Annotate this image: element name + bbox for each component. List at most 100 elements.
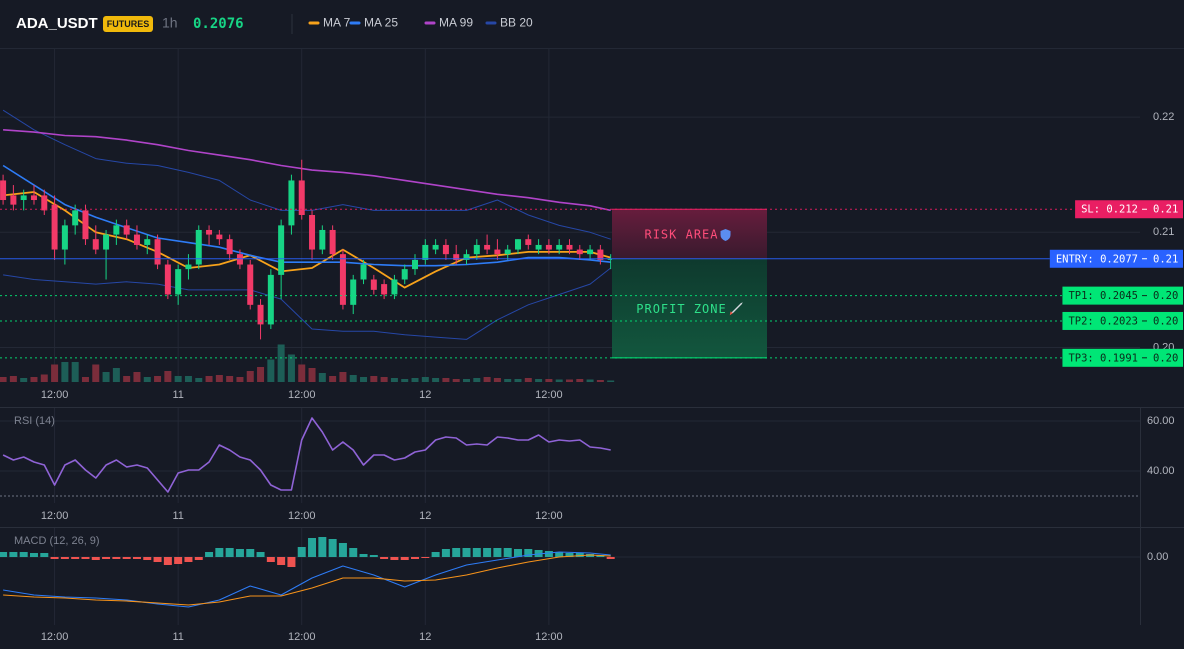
volume-bar xyxy=(432,378,440,382)
histogram-bar xyxy=(328,539,337,557)
x-tick-label: 12:00 xyxy=(41,389,69,401)
x-tick-label: 12:00 xyxy=(535,389,563,401)
volume-bar xyxy=(71,362,79,382)
level-badge xyxy=(1075,200,1183,219)
x-tick-label: 12:00 xyxy=(288,631,316,643)
histogram-bar xyxy=(71,557,80,559)
candle-body xyxy=(113,225,120,235)
x-tick-label: 12:00 xyxy=(535,631,563,643)
candle-body xyxy=(41,195,48,211)
volume-bar xyxy=(380,377,388,382)
volume-bar xyxy=(401,379,409,382)
volume-bar xyxy=(257,367,265,382)
histogram-bar xyxy=(380,557,389,559)
candle-body xyxy=(216,234,223,240)
histogram-bar xyxy=(524,549,533,557)
y-tick-label: 0.21 xyxy=(1153,226,1174,238)
candle-body xyxy=(309,215,316,250)
volume-bar xyxy=(329,376,337,382)
candle-body xyxy=(576,249,583,255)
candle-body xyxy=(61,225,68,250)
histogram-bar xyxy=(163,557,172,565)
candle-body xyxy=(82,210,89,240)
volume-bar xyxy=(360,377,368,382)
level-label: SL: 0.212 xyxy=(1081,204,1138,216)
x-tick-label: 12 xyxy=(419,389,431,401)
candle-body xyxy=(525,239,532,245)
candle-body xyxy=(535,244,542,250)
candle-body xyxy=(30,195,37,201)
volume-bar xyxy=(463,379,471,382)
histogram-bar xyxy=(513,549,522,557)
level-axis-label: 0.21 xyxy=(1153,204,1178,216)
level-axis-label: 0.20 xyxy=(1153,352,1178,364)
candle-body xyxy=(442,244,449,255)
volume-bar xyxy=(143,377,151,382)
histogram-bar xyxy=(544,551,553,557)
volume-bar xyxy=(287,354,295,382)
volume-bar xyxy=(9,376,17,382)
candle-body xyxy=(504,249,511,255)
volume-bar xyxy=(370,376,378,382)
histogram-bar xyxy=(338,543,347,557)
level-axis-label: 0.20 xyxy=(1153,315,1178,327)
histogram-bar xyxy=(256,552,265,557)
level-badge xyxy=(1062,348,1183,367)
y-tick-label: 0.00 xyxy=(1147,551,1168,563)
candle-body xyxy=(226,239,233,255)
histogram-bar xyxy=(235,549,244,557)
histogram-bar xyxy=(194,557,203,560)
volume-bar xyxy=(483,377,491,382)
shield-icon xyxy=(720,229,731,242)
risk-label: RISK AREA xyxy=(644,228,718,242)
volume-bar xyxy=(267,359,275,382)
histogram-bar xyxy=(369,555,378,557)
histogram-bar xyxy=(143,557,152,560)
histogram-bar xyxy=(308,538,317,557)
legend-label: BB 20 xyxy=(500,16,533,30)
histogram-bar xyxy=(102,557,111,559)
candle-body xyxy=(236,254,243,265)
volume-bar xyxy=(318,373,326,382)
histogram-bar xyxy=(132,557,141,559)
histogram-bar xyxy=(91,557,100,560)
candle-body xyxy=(185,264,192,270)
candle-body xyxy=(381,284,388,295)
histogram-bar xyxy=(81,557,90,559)
histogram-bar xyxy=(472,548,481,557)
histogram-bar xyxy=(421,557,430,558)
histogram-bar xyxy=(565,553,574,557)
candle-body xyxy=(484,244,491,250)
histogram-bar xyxy=(349,548,358,557)
candle-body xyxy=(350,279,357,305)
bollinger-lower xyxy=(3,267,612,340)
rsi-line xyxy=(2,417,611,493)
profit-zone xyxy=(612,258,767,358)
volume-bar xyxy=(81,377,89,382)
level-axis-label: 0.20 xyxy=(1153,290,1178,302)
signal-line xyxy=(3,554,611,606)
candle-body xyxy=(154,239,161,265)
candle-body xyxy=(257,304,264,325)
volume-bar xyxy=(421,377,429,382)
histogram-bar xyxy=(483,548,492,557)
candle-body xyxy=(329,229,336,255)
volume-bar xyxy=(236,377,244,382)
moving-average xyxy=(3,129,611,212)
histogram-bar xyxy=(575,553,584,557)
panel-title: RSI (14) xyxy=(14,415,55,427)
volume-bar xyxy=(102,372,110,382)
candle-body xyxy=(123,225,130,235)
last-price: 0.2076 xyxy=(193,16,244,32)
level-badge xyxy=(1062,286,1183,305)
histogram-bar xyxy=(400,557,409,560)
volume-bar xyxy=(576,379,584,382)
level-label: TP2: 0.2023 xyxy=(1068,315,1138,327)
candle-body xyxy=(175,269,182,295)
legend-label: MA 99 xyxy=(439,16,473,30)
level-label: TP1: 0.2045 xyxy=(1068,290,1138,302)
histogram-bar xyxy=(411,557,420,559)
volume-bar xyxy=(607,380,615,382)
candle-body xyxy=(72,210,79,226)
